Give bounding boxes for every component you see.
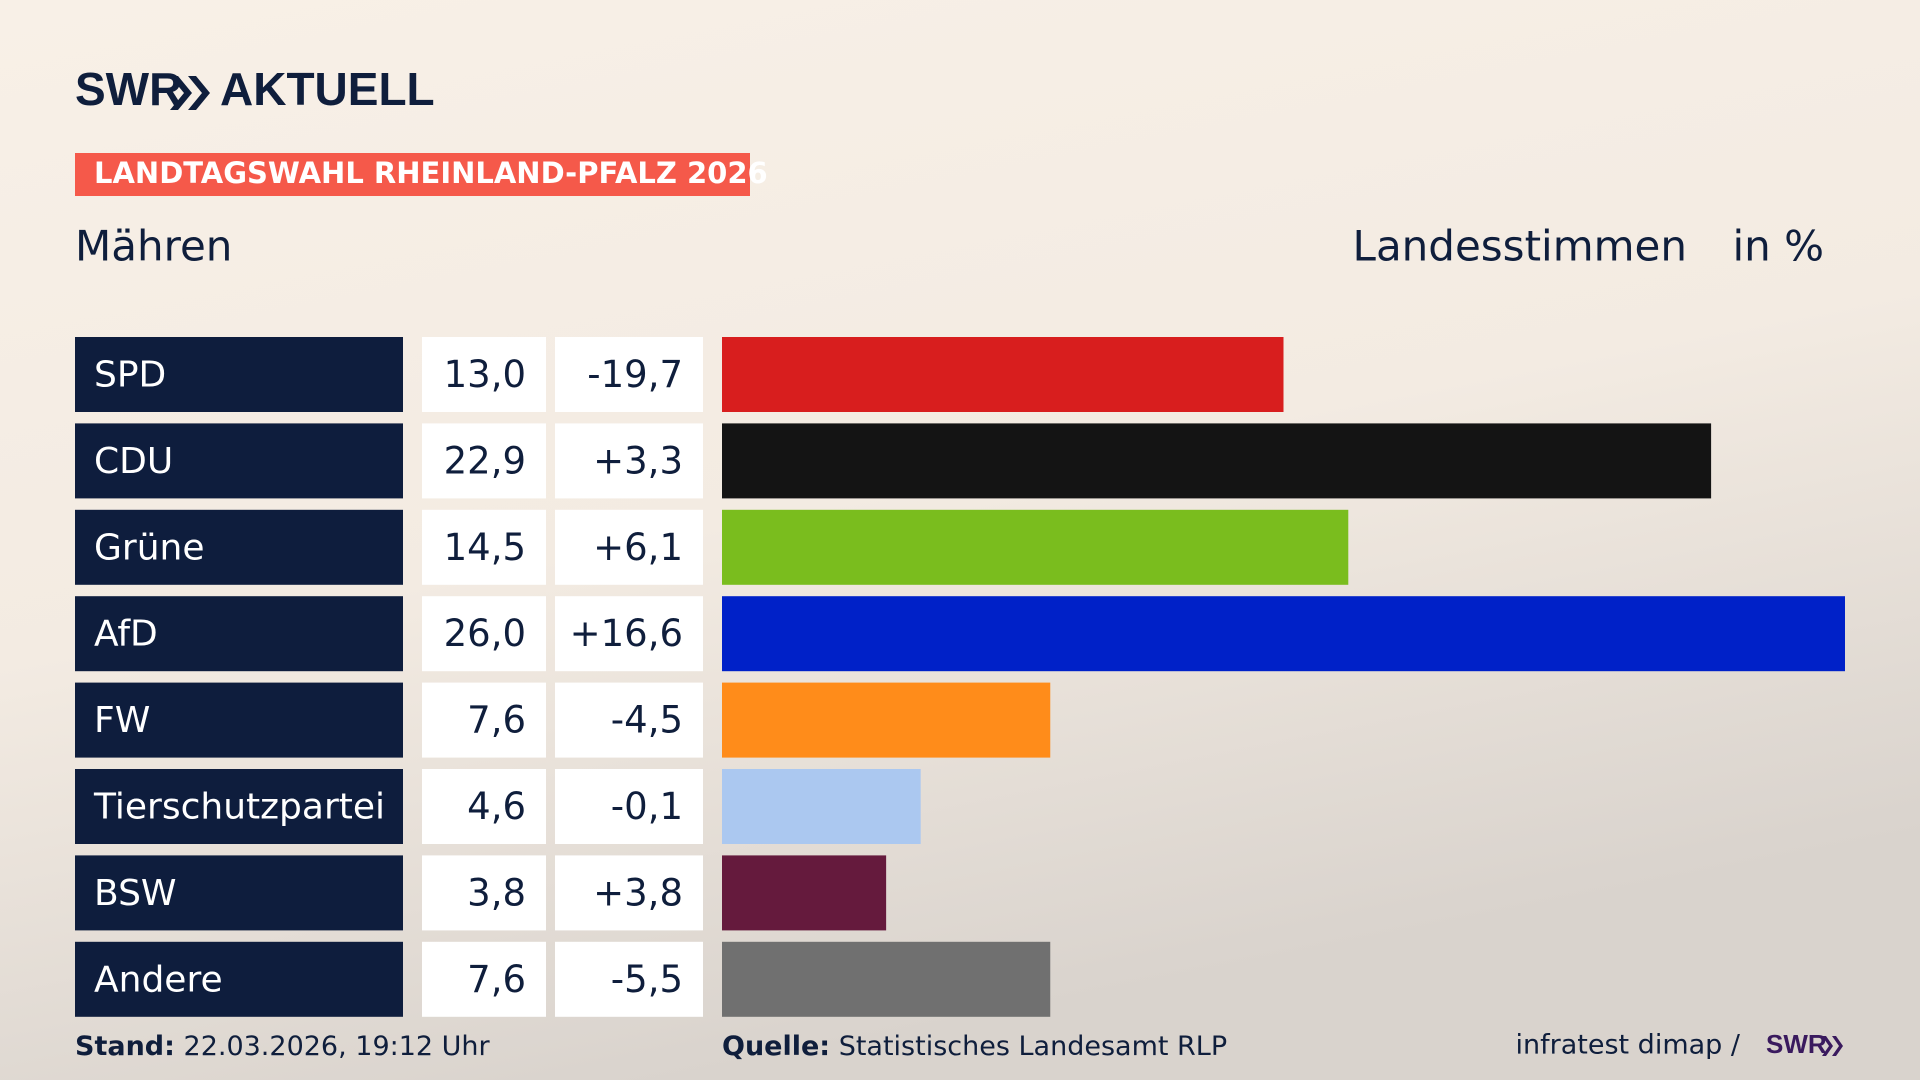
- change-label: -4,5: [611, 699, 683, 742]
- badge-bg: [75, 153, 750, 196]
- bar: [722, 596, 1845, 672]
- badge: LANDTAGSWAHL RHEINLAND-PFALZ 2026: [94, 156, 768, 190]
- bar: [722, 423, 1712, 499]
- bar: [722, 682, 1051, 758]
- value-box: [422, 682, 546, 758]
- value-box: [422, 769, 546, 844]
- bar: [722, 769, 921, 844]
- change-label: -5,5: [611, 958, 683, 1001]
- bar: [722, 337, 1284, 412]
- value-box: [422, 337, 546, 412]
- credit-logo: SWR: [1766, 1029, 1827, 1059]
- credit-chevrons: [1822, 1036, 1843, 1056]
- party-name: CDU: [94, 441, 173, 482]
- change-box: [555, 682, 703, 758]
- stand-value: 22.03.2026, 19:12 Uhr: [184, 1031, 491, 1062]
- change-box: [555, 423, 703, 499]
- label-box: [75, 423, 403, 499]
- bar: [722, 941, 1051, 1017]
- party-name: SPD: [94, 355, 166, 396]
- label-box: [75, 596, 403, 672]
- change-box: [555, 596, 703, 672]
- change-label: +16,6: [570, 612, 683, 655]
- party-name: BSW: [94, 873, 177, 914]
- label-box: [75, 509, 403, 585]
- value-label: 4,6: [467, 785, 526, 828]
- party-name: Andere: [94, 959, 223, 1000]
- source-label: Quelle:: [722, 1031, 830, 1062]
- label-box: [75, 769, 403, 844]
- source: Quelle: Statistisches Landesamt RLP: [722, 1031, 1227, 1062]
- value-label: 26,0: [444, 612, 526, 655]
- label-box: [75, 682, 403, 758]
- value-header: Landesstimmen: [1353, 222, 1687, 271]
- bar: [722, 509, 1349, 585]
- value-label: 7,6: [467, 958, 526, 1001]
- value-label: 22,9: [444, 439, 526, 482]
- value-box: [422, 941, 546, 1017]
- party-name: FW: [94, 700, 150, 741]
- value-label: 14,5: [444, 526, 526, 569]
- party-name: Tierschutzpartei: [93, 787, 385, 828]
- bar: [722, 855, 887, 931]
- label-box: [75, 941, 403, 1017]
- change-label: -0,1: [611, 785, 683, 828]
- logo-suffix: AKTUELL: [220, 63, 435, 115]
- change-box: [555, 769, 703, 844]
- logo-chevrons: [170, 76, 210, 110]
- unit: in %: [1732, 222, 1824, 271]
- change-box: [555, 509, 703, 585]
- value-label: 3,8: [467, 871, 526, 914]
- change-box: [555, 941, 703, 1017]
- party-name: AfD: [94, 614, 158, 655]
- stand-label: Stand:: [75, 1031, 175, 1062]
- change-label: +6,1: [593, 526, 683, 569]
- credit: infratest dimap /: [1515, 1030, 1740, 1061]
- change-label: +3,8: [593, 871, 683, 914]
- label-box: [75, 337, 403, 412]
- value-box: [422, 423, 546, 499]
- value-label: 13,0: [444, 353, 526, 396]
- change-label: -19,7: [587, 353, 683, 396]
- stand: Stand: 22.03.2026, 19:12 Uhr: [75, 1031, 491, 1062]
- change-label: +3,3: [593, 439, 683, 482]
- change-box: [555, 855, 703, 931]
- title: Mähren: [75, 222, 232, 271]
- change-box: [555, 337, 703, 412]
- value-box: [422, 509, 546, 585]
- value-box: [422, 855, 546, 931]
- party-name: Grüne: [94, 527, 204, 568]
- source-value: Statistisches Landesamt RLP: [839, 1031, 1227, 1062]
- value-box: [422, 596, 546, 672]
- label-box: [75, 855, 403, 931]
- logo: SWR: [75, 63, 182, 115]
- value-label: 7,6: [467, 699, 526, 742]
